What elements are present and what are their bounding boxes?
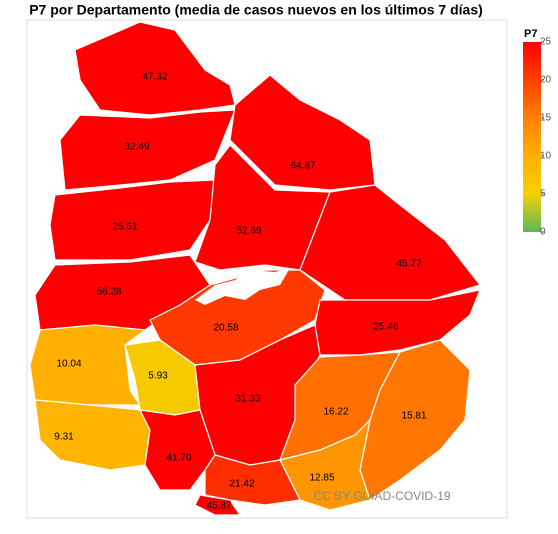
department <box>194 144 331 271</box>
colorbar-tick-label: 25 <box>540 37 552 48</box>
colorbar-tick-label: 10 <box>540 151 552 162</box>
colorbar-tick-label: 15 <box>540 113 552 124</box>
value-label: 9.31 <box>54 432 74 443</box>
value-label: 41.70 <box>166 453 191 464</box>
value-label: 45.77 <box>396 259 421 270</box>
value-label: 47.32 <box>142 72 167 83</box>
colorbar-tick-label: 0 <box>540 227 546 238</box>
frame <box>26 19 508 519</box>
department <box>59 109 236 191</box>
reservoir <box>195 268 290 305</box>
value-label: 20.58 <box>213 323 238 334</box>
value-label: 45.87 <box>206 501 231 512</box>
department <box>299 184 482 301</box>
department <box>194 494 242 516</box>
department <box>74 21 236 116</box>
colorbar-tick-label: 5 <box>540 189 546 200</box>
department <box>229 74 376 191</box>
legend-title: P7 <box>524 28 537 40</box>
value-label: 16.22 <box>323 407 348 418</box>
department <box>138 409 216 491</box>
value-label: 25.46 <box>373 322 398 333</box>
department <box>34 399 151 471</box>
colorbar <box>523 42 541 232</box>
value-label: 21.42 <box>229 479 254 490</box>
department <box>49 179 216 261</box>
value-label: 12.85 <box>309 473 334 484</box>
value-label: 10.04 <box>56 359 81 370</box>
watermark: CC BY GUIAD-COVID-19 <box>313 489 450 503</box>
department <box>29 324 147 406</box>
department <box>359 339 471 501</box>
value-label: 31.33 <box>235 394 260 405</box>
colorbar-tick-label: 20 <box>540 75 552 86</box>
value-label: 32.49 <box>124 142 149 153</box>
value-label: 52.69 <box>236 226 261 237</box>
value-label: 56.28 <box>96 287 121 298</box>
value-label: 64.87 <box>290 161 315 172</box>
map-title: P7 por Departamento (media de casos nuev… <box>29 2 483 18</box>
value-label: 15.81 <box>401 411 426 422</box>
value-label: 25.61 <box>112 222 137 233</box>
value-label: 5.93 <box>148 371 168 382</box>
